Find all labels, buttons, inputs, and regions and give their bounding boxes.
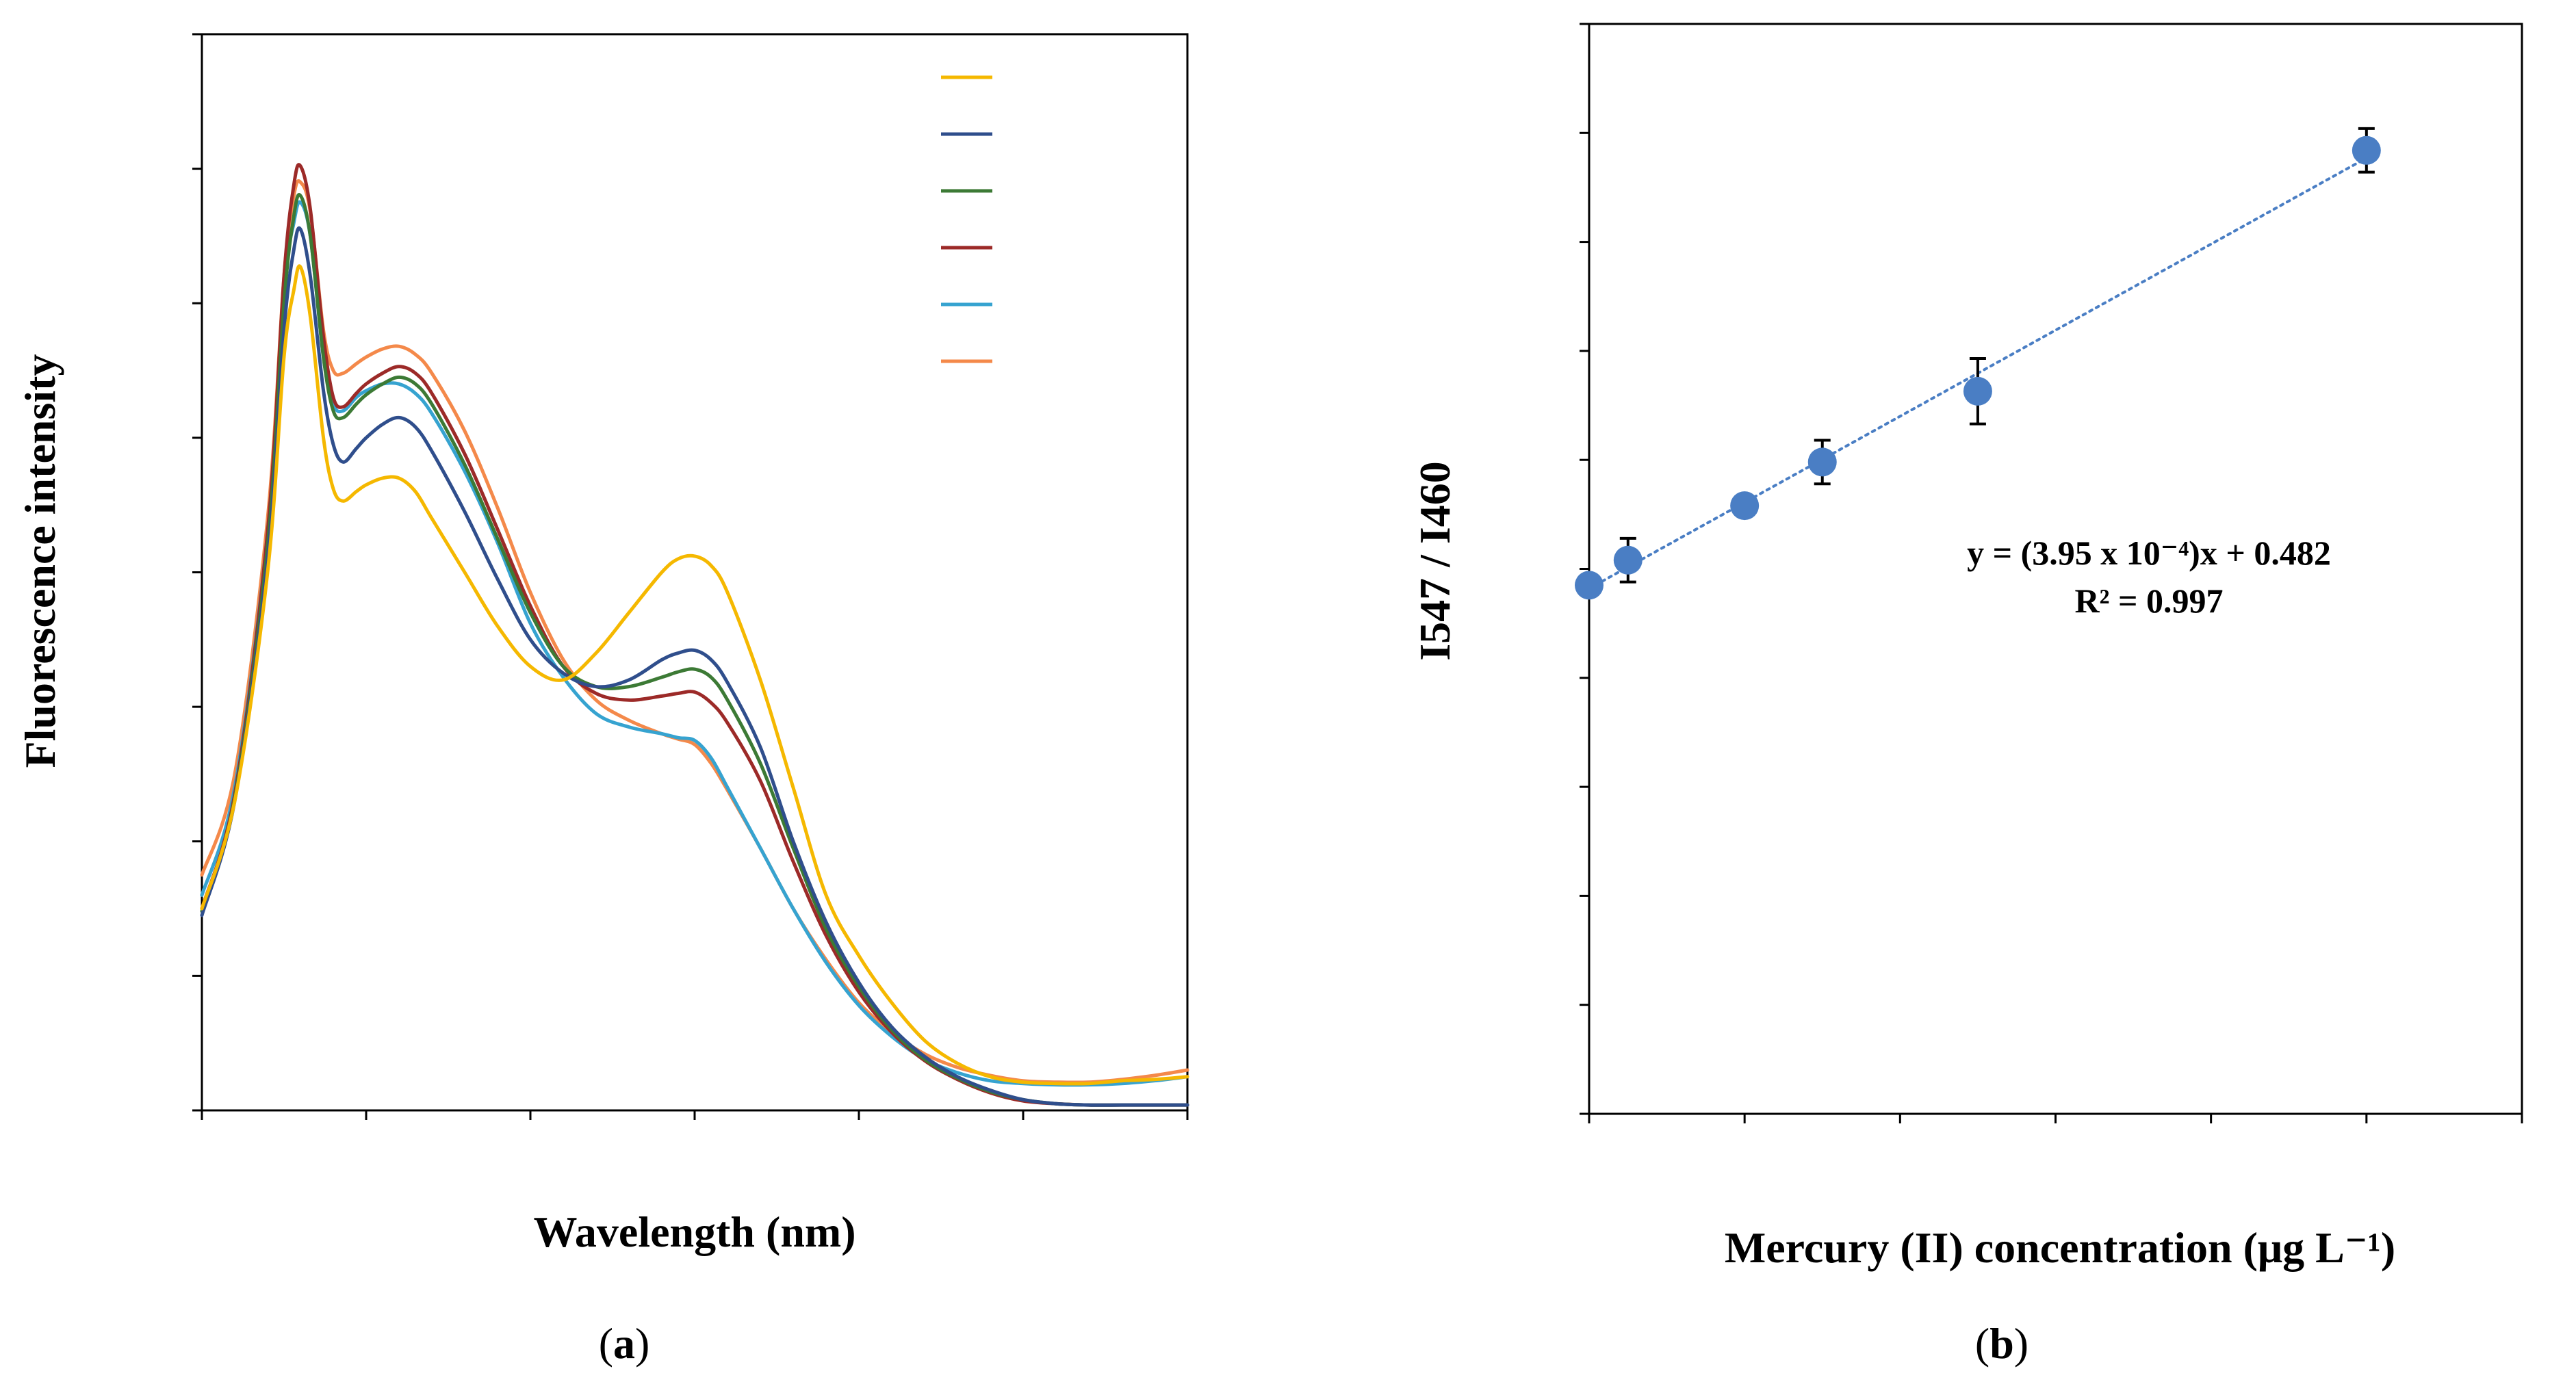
x-axis-title: Mercury (II) concentration (μg L⁻¹) — [1725, 1223, 2395, 1272]
plot-area-frame — [201, 33, 1189, 1112]
data-point — [1575, 571, 1603, 600]
panel-label-a-open: ( — [599, 1319, 613, 1368]
panel-label-b-letter: b — [1989, 1319, 2014, 1368]
data-point — [2352, 135, 2381, 165]
x-axis-ticks — [201, 1110, 1189, 1120]
data-point — [1613, 545, 1643, 575]
data-point — [1963, 376, 1992, 406]
panel-label-b-close: ) — [2014, 1319, 2028, 1368]
series-group — [200, 163, 1189, 1107]
y-axis-ticks — [1580, 23, 1589, 1115]
r-squared-label: R² = 0.997 — [2074, 582, 2223, 620]
y-axis-ticks — [192, 33, 202, 1112]
series-line-1000-gL — [200, 264, 1189, 1086]
panel-label-a: (a) — [599, 1319, 650, 1368]
fluorescence-spectra-chart: Wavelength (nm) Fluorescence intensity (… — [16, 33, 1189, 1368]
regression-equation: y = (3.95 x 10⁻⁴)x + 0.482 — [1967, 534, 2331, 572]
panel-label-a-close: ) — [635, 1319, 649, 1368]
series-line-300-gL — [200, 193, 1189, 1107]
legend — [941, 75, 992, 363]
series-line-200-gL — [200, 163, 1189, 1107]
series-line-0-gL — [200, 179, 1189, 1084]
series-line-50-gL — [200, 200, 1189, 1087]
data-point — [1807, 447, 1837, 477]
calibration-chart: y = (3.95 x 10⁻⁴)x + 0.482 R² = 0.997 Me… — [1411, 23, 2523, 1368]
y-axis-title: I547 / I460 — [1411, 461, 1459, 661]
panel-label-b-open: ( — [1975, 1319, 1989, 1368]
panel-label-b: (b) — [1975, 1319, 2028, 1368]
y-axis-title: Fluorescence intensity — [16, 354, 64, 768]
x-axis-ticks — [1588, 1114, 2523, 1123]
x-axis-title: Wavelength (nm) — [533, 1208, 855, 1256]
panel-label-a-letter: a — [613, 1319, 635, 1368]
series-line-500-gL — [200, 226, 1189, 1107]
data-point — [1730, 491, 1760, 521]
data-points-group — [1575, 127, 2381, 600]
